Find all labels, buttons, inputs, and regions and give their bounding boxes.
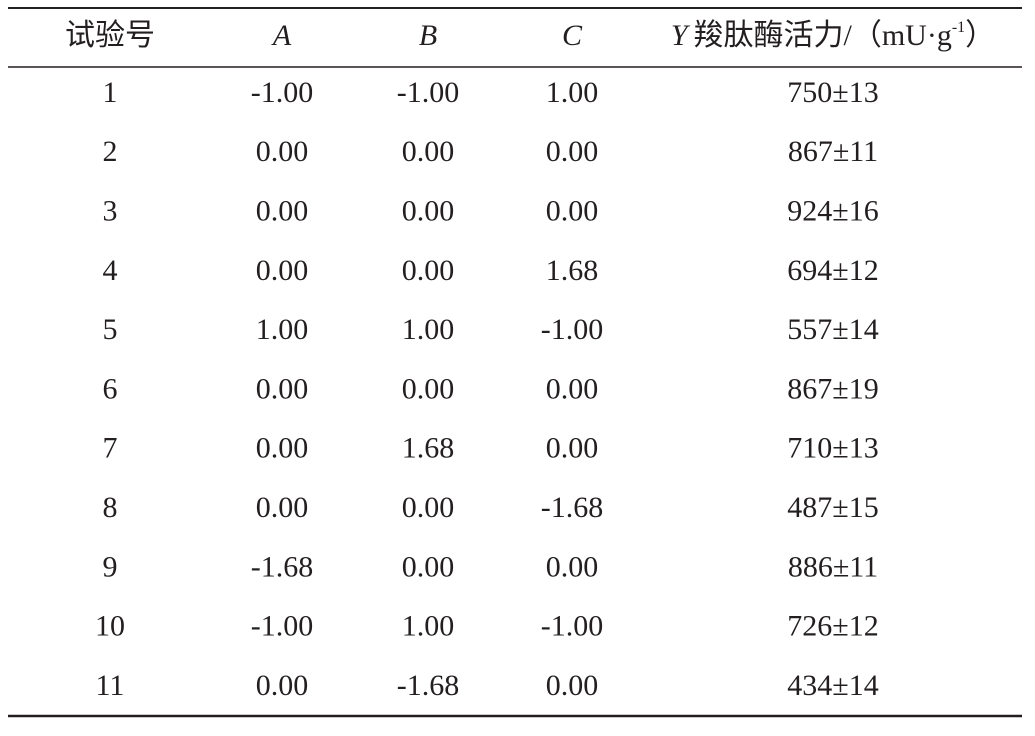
table-cell: 0.00: [256, 135, 309, 168]
table-cell: 0.00: [546, 135, 599, 168]
table-cell: 0.00: [402, 550, 455, 583]
table-cell: 8: [103, 491, 118, 524]
table-cell: 710±13: [787, 432, 878, 465]
table-cell: 11: [96, 669, 125, 702]
header-close: ）: [965, 19, 995, 52]
table-cell: 557±14: [787, 313, 878, 346]
table-cell: 0.00: [402, 491, 455, 524]
table-cell: -1.00: [251, 610, 314, 643]
header-var: Y: [671, 19, 691, 52]
table-cell: -1.00: [541, 313, 604, 346]
header-sup: -1: [952, 19, 965, 36]
header-cell: C: [562, 19, 583, 52]
table-cell: 1.00: [402, 610, 455, 643]
header-cell: A: [271, 19, 292, 52]
header-label: 羧肽酶活力/（mU·g: [694, 19, 952, 52]
table-cell: 750±13: [787, 76, 878, 109]
table-cell: 0.00: [256, 669, 309, 702]
table-cell: 6: [103, 372, 118, 405]
table-cell: 0.00: [402, 254, 455, 287]
table-cell: 0.00: [546, 194, 599, 227]
table-cell: 1.00: [546, 76, 599, 109]
table-cell: 0.00: [546, 669, 599, 702]
table-cell: 1.68: [402, 432, 455, 465]
table-cell: 3: [103, 194, 118, 227]
table-cell: 0.00: [546, 550, 599, 583]
table-cell: 487±15: [787, 491, 878, 524]
table-cell: 726±12: [787, 610, 878, 643]
table-cell: 1.00: [256, 313, 309, 346]
table-cell: -1.00: [251, 76, 314, 109]
table-cell: 10: [95, 610, 125, 643]
table-cell: 0.00: [402, 135, 455, 168]
table-cell: -1.68: [251, 550, 314, 583]
table-cell: 7: [103, 432, 118, 465]
header-cell: 试验号: [65, 19, 155, 52]
table-cell: -1.68: [397, 669, 460, 702]
table-cell: 0.00: [546, 432, 599, 465]
table-cell: 0.00: [256, 254, 309, 287]
table-cell: 5: [103, 313, 118, 346]
table-cell: 867±19: [787, 372, 878, 405]
table-cell: 0.00: [546, 372, 599, 405]
header-cell: B: [419, 19, 437, 52]
table-cell: 2: [103, 135, 118, 168]
table-cell: 0.00: [256, 432, 309, 465]
table-cell: 924±16: [787, 194, 878, 227]
table-cell: 1.68: [546, 254, 599, 287]
table-cell: 0.00: [256, 194, 309, 227]
table-cell: 886±11: [788, 550, 878, 583]
table-cell: 694±12: [787, 254, 878, 287]
table-cell: 0.00: [402, 194, 455, 227]
table-cell: 1: [103, 76, 118, 109]
header-cell: Y 羧肽酶活力/（mU·g-1）: [671, 19, 995, 52]
table-cell: 434±14: [787, 669, 878, 702]
table-cell: -1.68: [541, 491, 604, 524]
table-cell: -1.00: [541, 610, 604, 643]
table-cell: 4: [103, 254, 118, 287]
table-cell: -1.00: [397, 76, 460, 109]
table-cell: 867±11: [788, 135, 878, 168]
table-cell: 0.00: [402, 372, 455, 405]
table-cell: 9: [103, 550, 118, 583]
table-cell: 0.00: [256, 491, 309, 524]
table-cell: 0.00: [256, 372, 309, 405]
table-cell: 1.00: [402, 313, 455, 346]
